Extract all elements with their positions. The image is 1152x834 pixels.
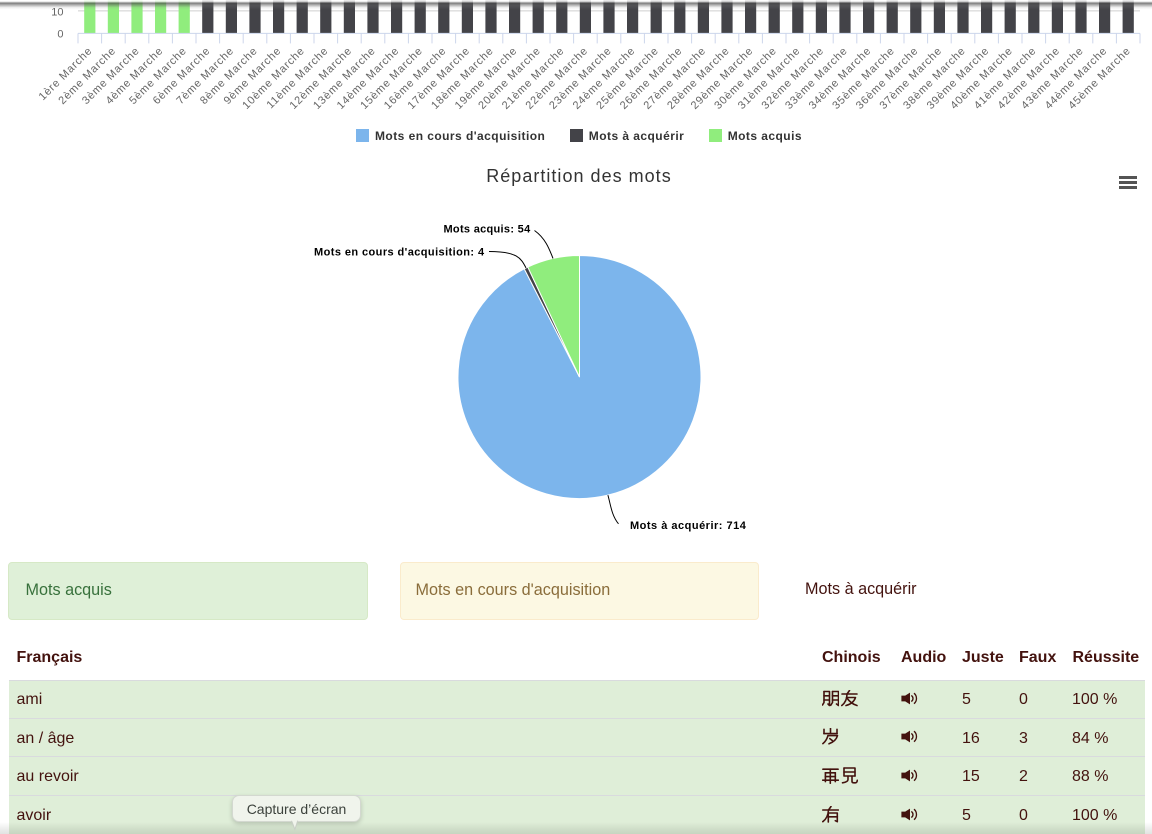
svg-text:Mots en cours d'acquisition: 4: Mots en cours d'acquisition: 4 (314, 247, 485, 259)
svg-text:Mots acquis: 54: Mots acquis: 54 (443, 224, 531, 236)
svg-text:0: 0 (57, 29, 63, 41)
svg-text:Mots à acquérir: 714: Mots à acquérir: 714 (630, 520, 747, 532)
